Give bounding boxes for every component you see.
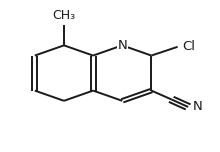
Text: CH₃: CH₃ <box>52 9 75 22</box>
Text: N: N <box>117 39 127 52</box>
Text: Cl: Cl <box>182 40 195 53</box>
Text: N: N <box>192 100 202 113</box>
